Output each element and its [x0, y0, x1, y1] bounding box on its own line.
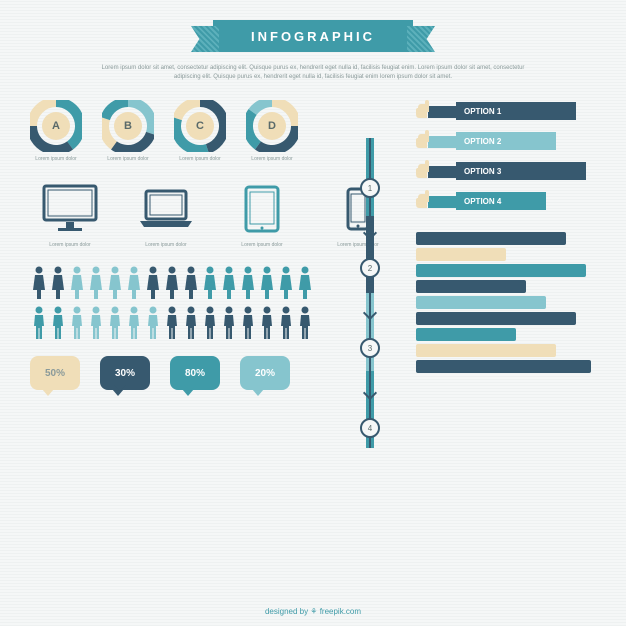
- person-female-icon: [144, 266, 162, 300]
- person-male-icon: [201, 306, 219, 340]
- timeline-node-3: 3: [360, 338, 380, 358]
- donut-charts-row: A Lorem ipsum dolor B Lorem ipsum dolor …: [30, 100, 398, 162]
- bar-chart-bar: [416, 312, 576, 325]
- timeline-node-1: 1: [360, 178, 380, 198]
- vertical-timeline: 1 2 3 4: [360, 138, 380, 448]
- option-bar: OPTION 3: [456, 162, 586, 180]
- thumbs-up-icon: [416, 160, 456, 182]
- person-female-icon: [239, 266, 257, 300]
- title-ribbon: INFOGRAPHIC: [213, 20, 413, 52]
- option-bar: OPTION 4: [456, 192, 546, 210]
- laptop-icon: [126, 180, 206, 238]
- person-female-icon: [277, 266, 295, 300]
- horizontal-bar-chart: [416, 232, 596, 373]
- person-male-icon: [30, 306, 48, 340]
- person-male-icon: [239, 306, 257, 340]
- speech-bubble: 30%.bubble[style*='#37596f']::after{bord…: [100, 356, 150, 390]
- option-row-4: OPTION 4: [416, 190, 596, 212]
- option-bar: OPTION 2: [456, 132, 556, 150]
- person-female-icon: [30, 266, 48, 300]
- bar-chart-bar: [416, 232, 566, 245]
- person-female-icon: [68, 266, 86, 300]
- person-female-icon: [182, 266, 200, 300]
- option-row-1: OPTION 1: [416, 100, 596, 122]
- timeline-node-2: 2: [360, 258, 380, 278]
- person-female-icon: [258, 266, 276, 300]
- intro-paragraph: Lorem ipsum dolor sit amet, consectetur …: [88, 64, 538, 82]
- donut-chart-c: C Lorem ipsum dolor: [174, 100, 226, 162]
- option-bar: OPTION 1: [456, 102, 576, 120]
- person-female-icon: [220, 266, 238, 300]
- credit-text: designed by ⚘ freepik.com: [0, 607, 626, 616]
- person-female-icon: [201, 266, 219, 300]
- bar-chart-bar: [416, 248, 506, 261]
- person-female-icon: [296, 266, 314, 300]
- bar-chart-bar: [416, 280, 526, 293]
- person-male-icon: [182, 306, 200, 340]
- person-male-icon: [125, 306, 143, 340]
- phone-icon: [318, 180, 398, 238]
- options-list: OPTION 1 OPTION 2 OPTION 3 OPTION 4: [416, 100, 596, 212]
- bar-chart-bar: [416, 328, 516, 341]
- tablet-icon: [222, 180, 302, 238]
- option-row-2: OPTION 2: [416, 130, 596, 152]
- person-male-icon: [220, 306, 238, 340]
- person-male-icon: [296, 306, 314, 340]
- desktop-icon: [30, 180, 110, 238]
- thumbs-up-icon: [416, 130, 456, 152]
- person-male-icon: [258, 306, 276, 340]
- bar-chart-bar: [416, 296, 546, 309]
- speech-bubbles-row: 50%.bubble[style*='#f0deb8']::after{bord…: [30, 356, 398, 390]
- donut-chart-d: D Lorem ipsum dolor: [246, 100, 298, 162]
- person-male-icon: [277, 306, 295, 340]
- bar-chart-bar: [416, 264, 586, 277]
- timeline-node-4: 4: [360, 418, 380, 438]
- bar-chart-bar: [416, 360, 591, 373]
- person-male-icon: [87, 306, 105, 340]
- option-row-3: OPTION 3: [416, 160, 596, 182]
- device-desktop: Lorem ipsum dolor: [30, 180, 110, 248]
- person-male-icon: [49, 306, 67, 340]
- thumbs-up-icon: [416, 100, 456, 122]
- device-tablet: Lorem ipsum dolor: [222, 180, 302, 248]
- person-female-icon: [87, 266, 105, 300]
- device-laptop: Lorem ipsum dolor: [126, 180, 206, 248]
- title-text: INFOGRAPHIC: [251, 29, 375, 44]
- people-pictograms: [30, 266, 398, 340]
- speech-bubble: 80%.bubble[style*='#3f9ba8']::after{bord…: [170, 356, 220, 390]
- donut-chart-a: A Lorem ipsum dolor: [30, 100, 82, 162]
- person-male-icon: [144, 306, 162, 340]
- person-female-icon: [49, 266, 67, 300]
- person-male-icon: [163, 306, 181, 340]
- donut-chart-b: B Lorem ipsum dolor: [102, 100, 154, 162]
- person-female-icon: [163, 266, 181, 300]
- person-male-icon: [106, 306, 124, 340]
- thumbs-up-icon: [416, 190, 456, 212]
- person-male-icon: [68, 306, 86, 340]
- person-female-icon: [106, 266, 124, 300]
- speech-bubble: 50%.bubble[style*='#f0deb8']::after{bord…: [30, 356, 80, 390]
- speech-bubble: 20%.bubble[style*='#86c5ce']::after{bord…: [240, 356, 290, 390]
- person-female-icon: [125, 266, 143, 300]
- bar-chart-bar: [416, 344, 556, 357]
- device-phone: Lorem ipsum dolor: [318, 180, 398, 248]
- devices-row: Lorem ipsum dolor Lorem ipsum dolor Lore…: [30, 180, 398, 248]
